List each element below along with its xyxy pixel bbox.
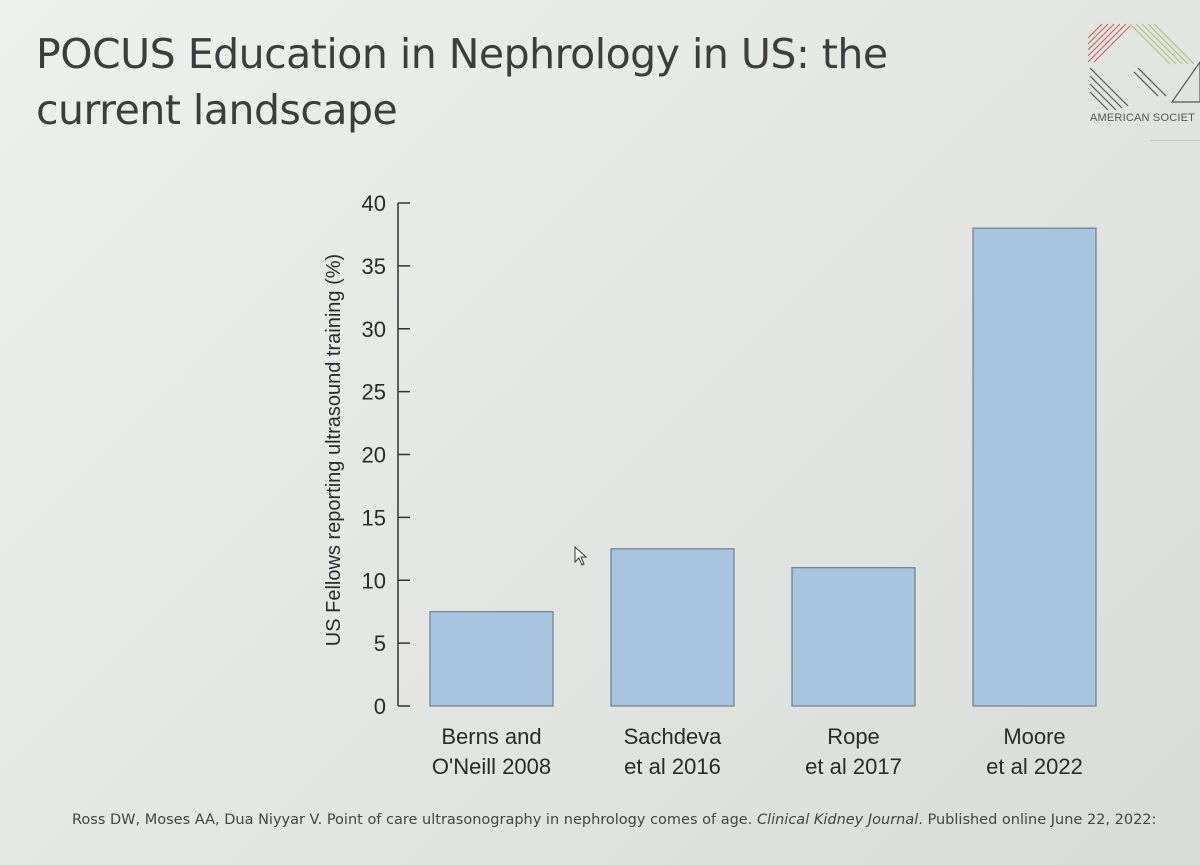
bar — [791, 567, 916, 707]
bar — [610, 548, 735, 707]
y-tick-label: 30 — [362, 317, 386, 342]
y-tick-label: 10 — [362, 568, 386, 593]
y-axis: 0 5 10 15 20 25 30 35 40 — [362, 191, 410, 719]
x-tick-label: Rope et al 2017 — [805, 724, 902, 779]
y-tick-label: 35 — [362, 254, 386, 279]
y-tick-label: 5 — [374, 631, 386, 656]
citation-journal: Clinical Kidney Journal — [756, 812, 919, 828]
y-tick-label: 0 — [374, 694, 386, 719]
x-tick-label: Moore et al 2022 — [986, 724, 1083, 779]
y-axis-label: US Fellows reporting ultrasound training… — [323, 254, 345, 646]
citation-authors: Ross DW, Moses AA, Dua Niyyar V. Point o… — [72, 812, 757, 828]
society-logo-icon — [1088, 23, 1200, 111]
y-tick-label: 20 — [362, 443, 386, 468]
y-tick-label: 25 — [362, 380, 386, 405]
bar — [429, 611, 554, 707]
x-tick-label: Sachdeva et al 2016 — [624, 724, 723, 779]
x-tick-labels: Berns and O'Neill 2008 Sachdeva et al 2016 R… — [432, 724, 1083, 779]
logo-divider — [1150, 140, 1200, 141]
citation-rest: . Published online June 22, 2022: — [918, 812, 1157, 828]
x-tick-label: Berns and O'Neill 2008 — [432, 724, 551, 779]
bars — [429, 227, 1097, 707]
citation: Ross DW, Moses AA, Dua Niyyar V. Point o… — [72, 812, 1200, 828]
society-logo-text: AMERICAN SOCIET — [1090, 112, 1196, 124]
mouse-cursor-icon — [574, 546, 588, 566]
y-tick-label: 40 — [362, 191, 386, 216]
slide-title: POCUS Education in Nephrology in US: the… — [36, 30, 888, 134]
bar — [972, 227, 1097, 707]
y-tick-label: 15 — [362, 505, 386, 530]
